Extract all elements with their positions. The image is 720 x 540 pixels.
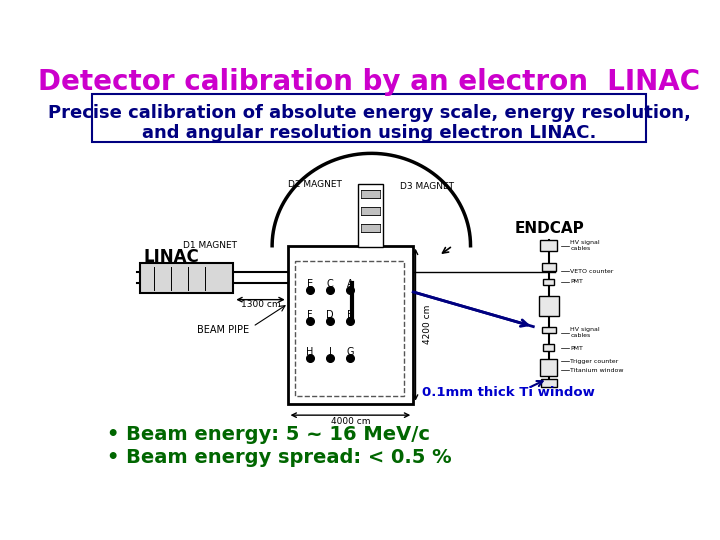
Text: 0.1mm thick Ti window: 0.1mm thick Ti window [422, 386, 595, 399]
Text: D1 MAGNET: D1 MAGNET [183, 241, 237, 250]
Text: 1300 cm: 1300 cm [240, 300, 280, 309]
Bar [542, 264, 556, 271]
Bar [544, 343, 554, 351]
Text: H: H [307, 347, 314, 357]
Text: 4200 cm: 4200 cm [423, 305, 432, 344]
Text: PMT: PMT [570, 346, 583, 350]
Bar [539, 296, 559, 316]
Text: 4000 cm: 4000 cm [330, 417, 370, 426]
Text: ENDCAP: ENDCAP [515, 221, 585, 237]
Text: Trigger counter: Trigger counter [570, 359, 618, 364]
Text: and angular resolution using electron LINAC.: and angular resolution using electron LI… [142, 124, 596, 141]
Bar [140, 264, 233, 293]
Text: D: D [326, 310, 334, 320]
Text: Titanium window: Titanium window [570, 368, 624, 373]
Text: HV signal
cables: HV signal cables [570, 327, 600, 338]
Text: C: C [327, 279, 333, 289]
Text: I: I [329, 347, 332, 357]
Text: BEAM PIPE: BEAM PIPE [197, 326, 249, 335]
Bar [92, 94, 646, 142]
Text: VETO counter: VETO counter [570, 269, 614, 274]
Text: HV signal
cables: HV signal cables [570, 240, 600, 251]
Text: D3 MAGNET: D3 MAGNET [400, 182, 454, 191]
Text: • Beam energy spread: < 0.5 %: • Beam energy spread: < 0.5 % [107, 448, 451, 467]
Text: B: B [347, 310, 354, 320]
Text: D2 MAGNET: D2 MAGNET [288, 180, 342, 188]
Bar [361, 224, 380, 232]
Bar [287, 246, 413, 403]
Bar [361, 190, 380, 198]
Text: A: A [347, 279, 354, 289]
Text: E: E [307, 279, 313, 289]
Bar [544, 279, 554, 285]
Bar [361, 207, 380, 215]
Bar [295, 261, 404, 396]
Text: Precise calibration of absolute energy scale, energy resolution,: Precise calibration of absolute energy s… [48, 104, 690, 122]
Bar [541, 379, 557, 387]
Bar [540, 359, 557, 376]
Text: Detector calibration by an electron  LINAC: Detector calibration by an electron LINA… [38, 68, 700, 96]
Bar [358, 184, 383, 247]
Text: PMT: PMT [570, 279, 583, 285]
Text: F: F [307, 310, 313, 320]
Bar [540, 240, 557, 251]
Text: G: G [346, 347, 354, 357]
Bar [542, 327, 556, 333]
Text: • Beam energy: 5 ~ 16 MeV/c: • Beam energy: 5 ~ 16 MeV/c [107, 425, 430, 444]
Text: LINAC: LINAC [143, 248, 199, 266]
